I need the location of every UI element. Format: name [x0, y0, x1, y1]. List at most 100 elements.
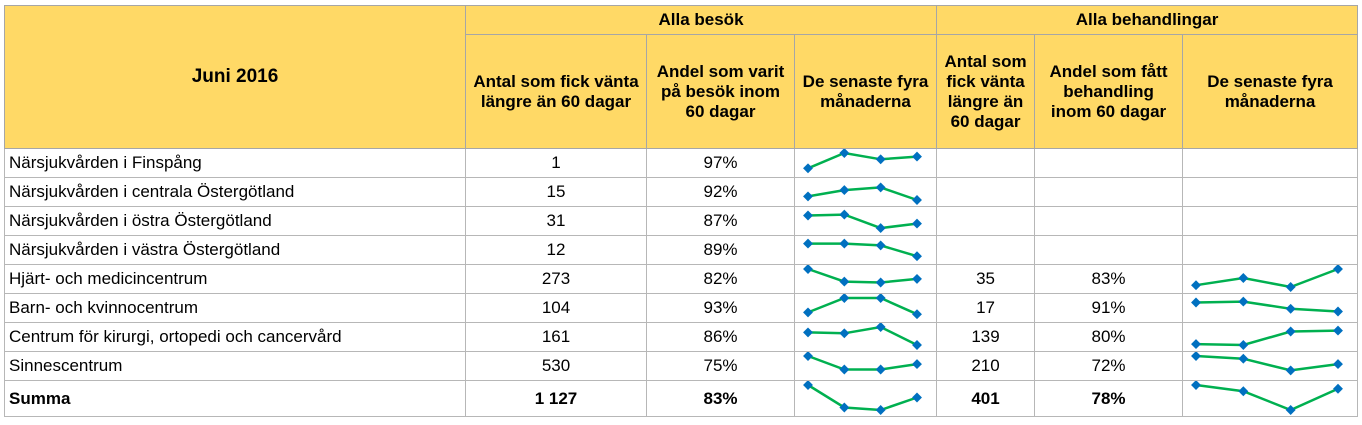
sparkline-series — [1196, 300, 1339, 313]
visits-sparkline — [793, 293, 938, 323]
cell-treat-share — [1034, 235, 1184, 265]
sparkline-series — [807, 186, 918, 202]
sparkline-point — [1285, 282, 1296, 292]
sparkline-point — [839, 209, 850, 220]
sparkline-point — [839, 294, 850, 303]
cell-visits-share: 82% — [646, 264, 795, 294]
cell-treat-count: 401 — [936, 380, 1036, 417]
cell-treat-share: 72% — [1034, 351, 1184, 381]
sparkline-point — [912, 251, 922, 262]
sparkline-point — [839, 328, 850, 339]
sparkline-point — [1285, 303, 1296, 314]
sparkline-chart — [1191, 325, 1343, 350]
sparkline-point — [803, 191, 813, 202]
sparkline-series — [1195, 383, 1339, 412]
sparkline-point — [1333, 265, 1343, 274]
sparkline-series — [1196, 329, 1339, 347]
cell-treat-share: 83% — [1034, 264, 1184, 294]
cell-visits-count: 12 — [465, 235, 647, 265]
sparkline-point — [839, 238, 850, 249]
sparkline-series — [807, 267, 918, 284]
visits-sparkline — [793, 206, 938, 236]
sparkline-chart — [803, 352, 922, 375]
sparkline-point — [803, 307, 813, 318]
sparkline-chart — [1191, 265, 1343, 292]
period-header: Juni 2016 — [4, 5, 466, 149]
sparkline-point — [803, 163, 813, 174]
group-header-treatments: Alla behandlingar — [936, 5, 1359, 35]
cell-treat-share: 91% — [1034, 293, 1184, 323]
visits-sparkline — [793, 235, 938, 265]
sparkline-point — [1238, 273, 1249, 283]
treatments-sparkline — [1182, 206, 1359, 236]
visits-sparkline — [793, 351, 938, 381]
treatments-sparkline — [1182, 351, 1359, 381]
table-row: Närsjukvården i östra Östergötland 31 87% — [4, 206, 1359, 236]
treatments-sparkline — [1182, 264, 1359, 294]
sparkline-point — [875, 294, 886, 303]
treatments-sparkline — [1182, 293, 1359, 323]
cell-visits-share: 86% — [646, 322, 795, 352]
col-header-visits-share: Andel som varit på besök inom 60 dagar — [646, 34, 795, 149]
visits-sparkline — [793, 322, 938, 352]
cell-visits-share: 89% — [646, 235, 795, 265]
cell-name: Centrum för kirurgi, ortopedi och cancer… — [4, 322, 466, 352]
sparkline-point — [1333, 359, 1343, 370]
sparkline-series — [807, 296, 918, 316]
cell-visits-share: 93% — [646, 293, 795, 323]
cell-name: Sinnescentrum — [4, 351, 466, 381]
sparkline-point — [1191, 297, 1201, 308]
sparkline-point — [1285, 326, 1296, 337]
sparkline-point — [875, 364, 886, 375]
sparkline-point — [912, 392, 922, 403]
sparkline-point — [839, 276, 850, 287]
cell-treat-share: 80% — [1034, 322, 1184, 352]
cell-name: Närsjukvården i västra Östergötland — [4, 235, 466, 265]
cell-name: Närsjukvården i östra Östergötland — [4, 206, 466, 236]
sparkline-point — [875, 277, 886, 288]
sparkline-point — [803, 238, 813, 249]
visits-sparkline — [793, 264, 938, 294]
sparkline-series — [808, 242, 918, 258]
sparkline-series — [807, 151, 918, 170]
cell-name: Hjärt- och medicincentrum — [4, 264, 466, 294]
sparkline-point — [803, 352, 813, 361]
col-header-visits-trend: De senaste fyra månaderna — [793, 34, 938, 149]
visits-sparkline — [793, 148, 938, 178]
cell-visits-share: 83% — [646, 380, 795, 417]
sparkline-chart — [803, 323, 922, 350]
sparkline-point — [839, 185, 850, 196]
table-row: Hjärt- och medicincentrum 273 82% 35 83% — [4, 264, 1359, 294]
sparkline-point — [1238, 386, 1249, 397]
treatments-sparkline — [1182, 148, 1359, 178]
sparkline-point — [912, 195, 922, 205]
sparkline-chart — [803, 381, 922, 415]
sparkline-point — [1333, 325, 1343, 336]
cell-treat-share — [1034, 148, 1184, 178]
sparkline-series — [807, 383, 918, 412]
cell-treat-count: 139 — [936, 322, 1036, 352]
sparkline-series — [1195, 354, 1339, 372]
sparkline-point — [1191, 381, 1201, 390]
treatments-sparkline — [1182, 177, 1359, 207]
col-header-visits-count: Antal som fick vänta längre än 60 dagar — [465, 34, 647, 149]
cell-name: Närsjukvården i centrala Östergötland — [4, 177, 466, 207]
cell-treat-share — [1034, 206, 1184, 236]
sparkline-point — [1238, 296, 1249, 307]
cell-visits-count: 31 — [465, 206, 647, 236]
table-row: Närsjukvården i västra Östergötland 12 89% — [4, 235, 1359, 265]
cell-visits-share: 75% — [646, 351, 795, 381]
sparkline-chart — [1191, 296, 1343, 317]
sparkline-series — [807, 354, 918, 371]
cell-visits-count: 530 — [465, 351, 647, 381]
sparkline-series — [807, 213, 918, 230]
sparkline-point — [803, 265, 813, 274]
table-row: Närsjukvården i Finspång 1 97% — [4, 148, 1359, 178]
cell-name: Närsjukvården i Finspång — [4, 148, 466, 178]
sparkline-chart — [803, 265, 922, 288]
table-row: Närsjukvården i centrala Östergötland 15 9… — [4, 177, 1359, 207]
sparkline-point — [912, 309, 922, 320]
col-header-treat-count: Antal som fick vänta längre än 60 dagar — [936, 34, 1036, 149]
sparkline-chart — [803, 294, 922, 320]
group-header-visits: Alla besök — [464, 5, 938, 35]
